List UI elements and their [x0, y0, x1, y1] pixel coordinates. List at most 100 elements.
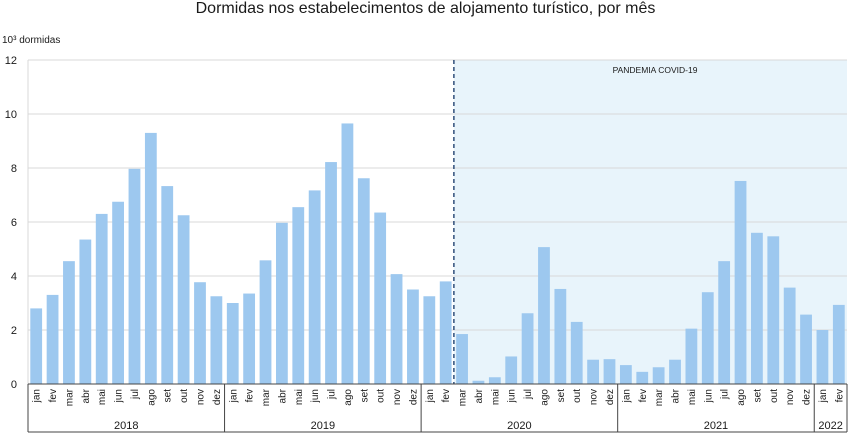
x-tick-label: set [556, 389, 567, 403]
x-tick-label: ago [539, 389, 550, 406]
y-tick-label: 2 [11, 325, 17, 337]
year-label: 2019 [311, 420, 335, 432]
bar [636, 371, 649, 384]
x-tick-label: dez [605, 389, 616, 405]
bar [226, 303, 239, 384]
x-tick-label: nov [195, 389, 206, 405]
bar [275, 222, 288, 384]
bar [832, 304, 845, 384]
bar [718, 261, 731, 384]
bar [95, 213, 108, 384]
year-label: 2020 [507, 420, 531, 432]
x-tick-label: jul [720, 389, 731, 400]
bar [423, 296, 436, 384]
x-tick-label: fev [441, 389, 452, 402]
x-tick-label: mar [458, 388, 469, 406]
bar [46, 294, 59, 384]
year-label: 2022 [818, 420, 842, 432]
bar [800, 314, 812, 384]
year-label: 2021 [704, 420, 728, 432]
x-tick-label: out [179, 389, 190, 403]
bar [603, 359, 616, 384]
x-tick-label: jan [425, 389, 436, 403]
x-tick-label: jul [523, 389, 534, 400]
bar [112, 201, 124, 384]
bar [374, 212, 387, 384]
x-tick-label: fev [638, 389, 649, 402]
bar [439, 281, 452, 384]
bar [751, 232, 763, 384]
bar [144, 132, 157, 384]
x-tick-label: fev [48, 389, 59, 402]
bar [783, 287, 796, 384]
x-tick-label: mai [687, 389, 698, 405]
x-tick-label: ago [736, 389, 747, 406]
bar [734, 180, 747, 384]
bar [619, 365, 632, 384]
x-tick-label: nov [392, 389, 403, 405]
year-label: 2018 [114, 420, 138, 432]
bar [390, 274, 403, 384]
x-tick-label: jul [130, 389, 141, 400]
y-tick-label: 8 [11, 163, 17, 175]
bar [177, 215, 190, 384]
bar [161, 186, 174, 384]
bar [554, 288, 567, 384]
bar [341, 123, 354, 384]
bar [292, 207, 305, 384]
x-tick-label: jun [703, 389, 714, 403]
x-tick-label: jan [621, 389, 632, 403]
bar [816, 330, 829, 384]
x-tick-label: dez [212, 389, 223, 405]
x-tick-label: jun [114, 389, 125, 403]
bar [472, 380, 485, 384]
bars [30, 123, 845, 384]
x-tick-label: out [572, 389, 583, 403]
x-tick-label: set [163, 389, 174, 403]
x-tick-label: out [769, 389, 780, 403]
bar [505, 356, 518, 384]
x-tick-label: nov [589, 389, 600, 405]
x-tick-label: mar [654, 388, 665, 406]
bar [308, 190, 321, 384]
x-tick-label: jan [32, 389, 43, 403]
x-tick-label: jan [818, 389, 829, 403]
bar [669, 359, 681, 384]
y-axis-ticks: 0 2 4 6 8 10 12 [5, 55, 17, 391]
bar [701, 292, 714, 384]
x-tick-label: jul [327, 389, 338, 400]
pandemic-annotation: PANDEMIA COVID-19 [613, 65, 698, 75]
bar [538, 247, 550, 384]
y-tick-label: 10 [5, 109, 17, 121]
chart-title: Dormidas nos estabelecimentos de alojame… [195, 0, 656, 17]
bar [259, 260, 272, 384]
bar [194, 282, 206, 384]
y-tick-label: 0 [11, 379, 17, 391]
x-tick-label: abr [474, 388, 485, 403]
x-tick-label: set [359, 389, 370, 403]
x-tick-label: dez [802, 389, 813, 405]
x-tick-label: ago [343, 389, 354, 406]
y-tick-label: 4 [11, 271, 17, 283]
x-tick-label: mar [64, 388, 75, 406]
x-tick-label: abr [81, 388, 92, 403]
bar [685, 328, 698, 384]
y-tick-label: 6 [11, 217, 17, 229]
x-tick-label: abr [277, 388, 288, 403]
bar [128, 168, 141, 384]
bar [407, 289, 419, 384]
bar [210, 296, 223, 384]
x-tick-label: jun [507, 389, 518, 403]
y-tick-label: 12 [5, 55, 17, 67]
x-tick-label: mai [490, 389, 501, 405]
bar [357, 178, 370, 384]
bar [243, 293, 256, 384]
x-axis: jan fev mar abr mai jun jul ago set out nov dez2018… [27, 383, 848, 433]
x-tick-label: fev [834, 389, 845, 402]
bar [587, 359, 600, 384]
bar [767, 236, 780, 384]
bar [652, 367, 665, 384]
bar [30, 308, 43, 384]
bar [521, 313, 534, 384]
